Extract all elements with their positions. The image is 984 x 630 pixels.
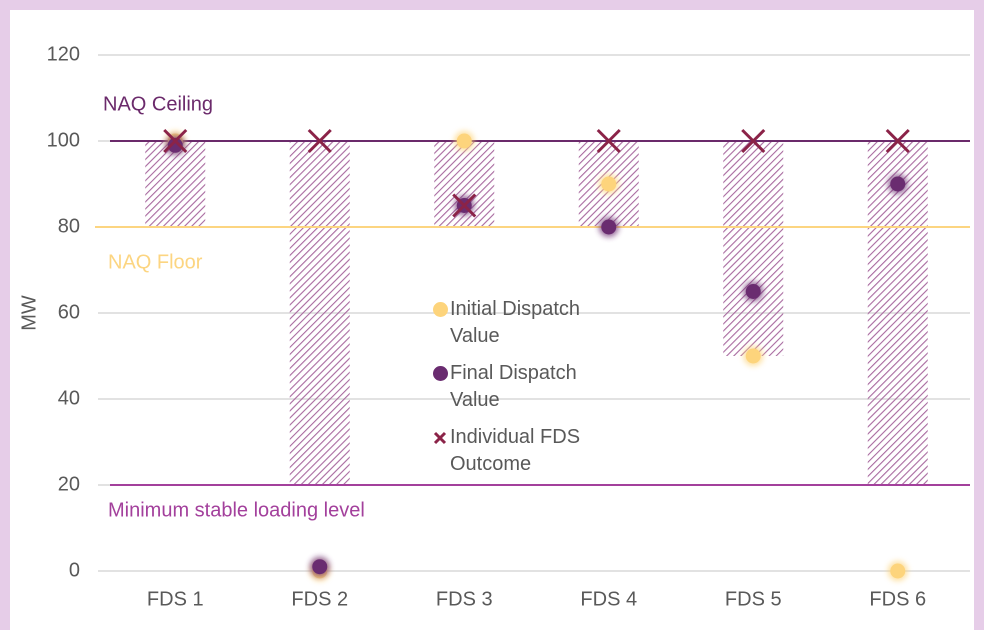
dot-group — [165, 135, 186, 156]
panel — [10, 10, 974, 630]
dot — [745, 284, 761, 299]
dot-group — [598, 174, 619, 194]
legend-item: Initial Dispatch Value — [430, 296, 670, 350]
legend: Initial Dispatch Value Final Dispatch Val… — [430, 296, 670, 488]
dot-group — [454, 131, 475, 151]
y-tick-label: 60 — [58, 301, 80, 323]
y-tick-label: 80 — [58, 215, 80, 237]
y-tick-label: 120 — [47, 43, 80, 65]
reference-label: NAQ Ceiling — [103, 93, 213, 115]
legend-item: Final Dispatch Value — [430, 360, 670, 414]
x-marker — [741, 128, 766, 154]
x-tick-label: FDS 5 — [725, 588, 782, 610]
dot — [167, 137, 183, 153]
x-tick-label: FDS 1 — [147, 588, 204, 610]
range-bar — [723, 141, 784, 356]
x-marker — [163, 128, 188, 154]
dot-group — [743, 281, 764, 302]
x-marker — [452, 193, 477, 218]
x-marker — [307, 128, 332, 154]
y-tick-label: 100 — [47, 129, 80, 151]
dot — [601, 219, 617, 235]
x-tick-label: FDS 4 — [580, 588, 637, 610]
dot-group — [887, 561, 908, 581]
x-tick-label: FDS 6 — [869, 588, 926, 610]
legend-swatch — [430, 360, 450, 387]
legend-swatch — [430, 296, 450, 323]
x-tick-label: FDS 2 — [291, 588, 348, 610]
x-tick-label: FDS 3 — [436, 588, 493, 610]
legend-item: Individual FDS Outcome — [430, 424, 670, 478]
reference-label: NAQ Floor — [108, 251, 203, 273]
y-tick-label: 20 — [58, 473, 80, 495]
reference-label: Minimum stable loading level — [108, 499, 365, 521]
dot-group — [887, 174, 908, 194]
legend-label: Individual FDS Outcome — [450, 426, 581, 475]
y-tick-label: 0 — [69, 559, 80, 581]
legend-label: Final Dispatch Value — [450, 362, 577, 411]
range-bar — [289, 141, 350, 485]
y-tick-label: 40 — [58, 387, 80, 409]
dot — [312, 559, 328, 575]
dot-group — [743, 346, 764, 366]
dot — [890, 176, 906, 192]
legend-swatch — [430, 424, 450, 451]
dot-group — [598, 217, 619, 237]
legend-label: Initial Dispatch Value — [450, 298, 581, 347]
dot — [745, 348, 761, 364]
dot — [456, 133, 472, 149]
range-bar — [867, 141, 928, 485]
range-bar — [145, 141, 206, 227]
y-axis-label: MW — [18, 295, 40, 331]
x-marker — [596, 128, 621, 154]
dot-group — [309, 556, 330, 577]
dot — [890, 563, 906, 579]
dot — [601, 176, 617, 192]
x-marker — [885, 128, 910, 154]
